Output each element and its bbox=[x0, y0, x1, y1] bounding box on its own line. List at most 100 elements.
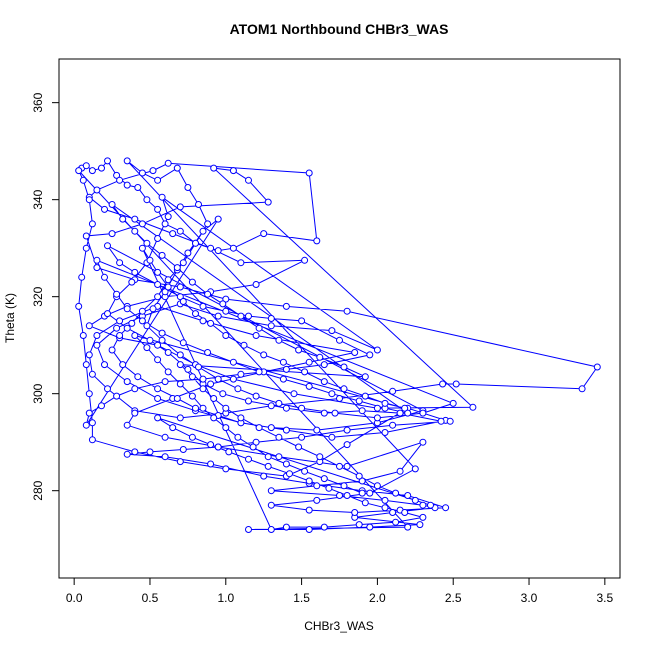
data-point bbox=[179, 446, 187, 453]
data-point bbox=[419, 513, 427, 521]
data-point bbox=[305, 358, 313, 366]
data-point bbox=[85, 196, 93, 204]
data-point bbox=[260, 472, 268, 480]
data-point bbox=[305, 506, 313, 514]
data-point bbox=[381, 496, 389, 504]
data-point bbox=[255, 424, 263, 432]
data-point bbox=[78, 273, 86, 281]
data-point bbox=[234, 385, 242, 393]
data-point bbox=[389, 387, 397, 395]
x-tick-label: 1.0 bbox=[217, 591, 234, 605]
data-point bbox=[343, 441, 351, 449]
data-point bbox=[411, 465, 419, 473]
data-point bbox=[199, 227, 207, 235]
y-tick-label: 360 bbox=[31, 92, 45, 112]
data-point bbox=[279, 358, 287, 366]
data-point bbox=[404, 492, 412, 499]
data-point bbox=[267, 315, 275, 322]
data-point bbox=[351, 349, 359, 356]
data-point bbox=[260, 351, 268, 359]
data-point bbox=[439, 380, 447, 388]
data-point bbox=[313, 426, 321, 434]
data-point bbox=[343, 426, 351, 434]
data-point bbox=[158, 251, 166, 259]
data-point bbox=[93, 256, 101, 264]
data-point bbox=[179, 298, 187, 305]
data-point bbox=[260, 230, 268, 238]
data-point bbox=[104, 242, 111, 250]
data-point bbox=[295, 346, 303, 354]
data-point bbox=[82, 162, 90, 170]
data-point bbox=[113, 290, 121, 298]
y-tick-label: 340 bbox=[31, 189, 45, 209]
data-point bbox=[290, 390, 298, 398]
data-point bbox=[267, 402, 275, 410]
data-point bbox=[207, 319, 215, 327]
data-point bbox=[328, 327, 336, 335]
data-point bbox=[116, 332, 124, 339]
series-points bbox=[75, 157, 601, 533]
data-point bbox=[361, 499, 369, 507]
data-point bbox=[113, 324, 121, 332]
data-point bbox=[199, 317, 207, 325]
data-point bbox=[108, 230, 116, 238]
data-point bbox=[146, 256, 154, 264]
data-point bbox=[328, 390, 336, 398]
data-point bbox=[336, 492, 343, 499]
data-point bbox=[123, 157, 131, 165]
data-point bbox=[204, 220, 212, 228]
data-point bbox=[469, 403, 477, 411]
data-point bbox=[158, 193, 166, 201]
data-point bbox=[164, 159, 172, 167]
data-point bbox=[237, 259, 245, 267]
data-point bbox=[85, 409, 93, 417]
data-point bbox=[279, 375, 287, 383]
data-point bbox=[264, 453, 272, 461]
data-point bbox=[237, 370, 245, 378]
data-point bbox=[116, 176, 124, 184]
data-point bbox=[275, 399, 283, 407]
data-point bbox=[154, 235, 162, 242]
data-point bbox=[101, 273, 108, 281]
data-point bbox=[316, 453, 324, 461]
data-point bbox=[169, 424, 177, 432]
data-point bbox=[305, 382, 313, 390]
data-point bbox=[123, 450, 131, 458]
data-point bbox=[138, 169, 146, 177]
data-point bbox=[264, 462, 272, 470]
data-point bbox=[214, 443, 222, 451]
data-point bbox=[131, 215, 139, 223]
data-point bbox=[164, 283, 172, 291]
data-point bbox=[366, 523, 374, 531]
data-point bbox=[305, 526, 313, 533]
data-point bbox=[267, 526, 275, 533]
x-axis-ticks: 0.0 0.5 1.0 1.5 2.0 2.5 3.0 3.5 bbox=[66, 578, 614, 605]
data-point bbox=[176, 203, 184, 211]
data-point bbox=[381, 399, 389, 407]
data-point bbox=[404, 409, 412, 417]
data-point bbox=[255, 324, 263, 332]
data-point bbox=[351, 509, 359, 516]
data-point bbox=[340, 363, 348, 371]
data-point bbox=[328, 433, 336, 441]
data-point bbox=[82, 421, 90, 429]
data-point bbox=[267, 322, 275, 330]
data-point bbox=[229, 167, 237, 175]
data-point bbox=[396, 467, 404, 475]
x-tick-label: 2.0 bbox=[369, 591, 386, 605]
data-point bbox=[173, 264, 181, 272]
data-point bbox=[169, 230, 177, 238]
data-point bbox=[108, 201, 116, 208]
x-tick-label: 0.0 bbox=[66, 591, 83, 605]
data-point bbox=[195, 201, 202, 208]
data-point bbox=[131, 268, 139, 276]
data-point bbox=[210, 395, 218, 402]
data-point bbox=[358, 407, 366, 415]
data-point bbox=[305, 477, 313, 485]
data-point bbox=[210, 414, 218, 422]
data-point bbox=[340, 482, 348, 490]
data-point bbox=[416, 521, 424, 529]
data-point bbox=[419, 501, 427, 509]
data-point bbox=[176, 227, 184, 235]
